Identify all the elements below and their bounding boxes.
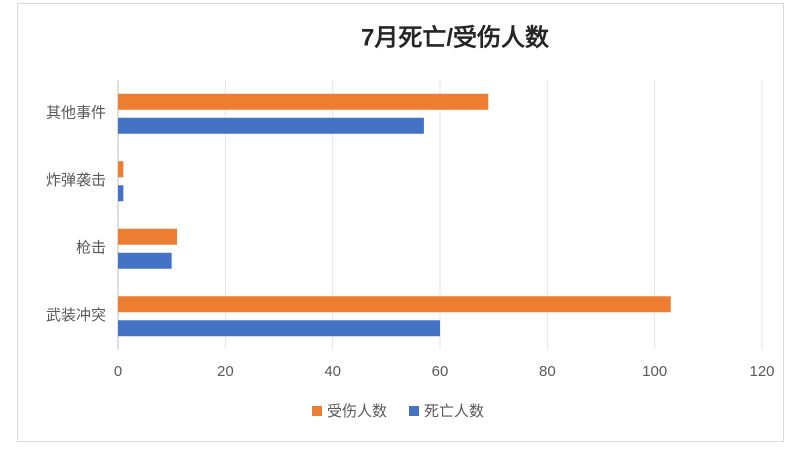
chart-frame xyxy=(17,3,784,442)
x-tick-label: 60 xyxy=(432,363,449,380)
bar xyxy=(118,252,172,269)
legend-label: 死亡人数 xyxy=(424,403,484,420)
x-tick-label: 120 xyxy=(749,363,774,380)
bar xyxy=(118,228,178,245)
bar xyxy=(118,296,671,313)
x-tick-label: 0 xyxy=(114,363,122,380)
legend-swatch xyxy=(409,406,420,416)
bar xyxy=(118,185,124,202)
y-tick-label: 武装冲突 xyxy=(46,307,106,324)
chart-title: 7月死亡/受伤人数 xyxy=(361,23,550,51)
y-tick-label: 炸弹袭击 xyxy=(46,172,106,189)
x-tick-label: 40 xyxy=(324,363,341,380)
bar xyxy=(118,320,440,337)
x-tick-label: 80 xyxy=(539,363,556,380)
legend-swatch xyxy=(312,406,322,416)
bar xyxy=(118,161,124,178)
bar xyxy=(118,93,489,110)
y-tick-label: 枪击 xyxy=(76,240,106,257)
legend-label: 受伤人数 xyxy=(327,403,387,420)
bar xyxy=(118,117,424,134)
y-tick-label: 其他事件 xyxy=(46,105,106,122)
x-tick-label: 20 xyxy=(217,363,234,380)
x-tick-label: 100 xyxy=(642,363,667,380)
